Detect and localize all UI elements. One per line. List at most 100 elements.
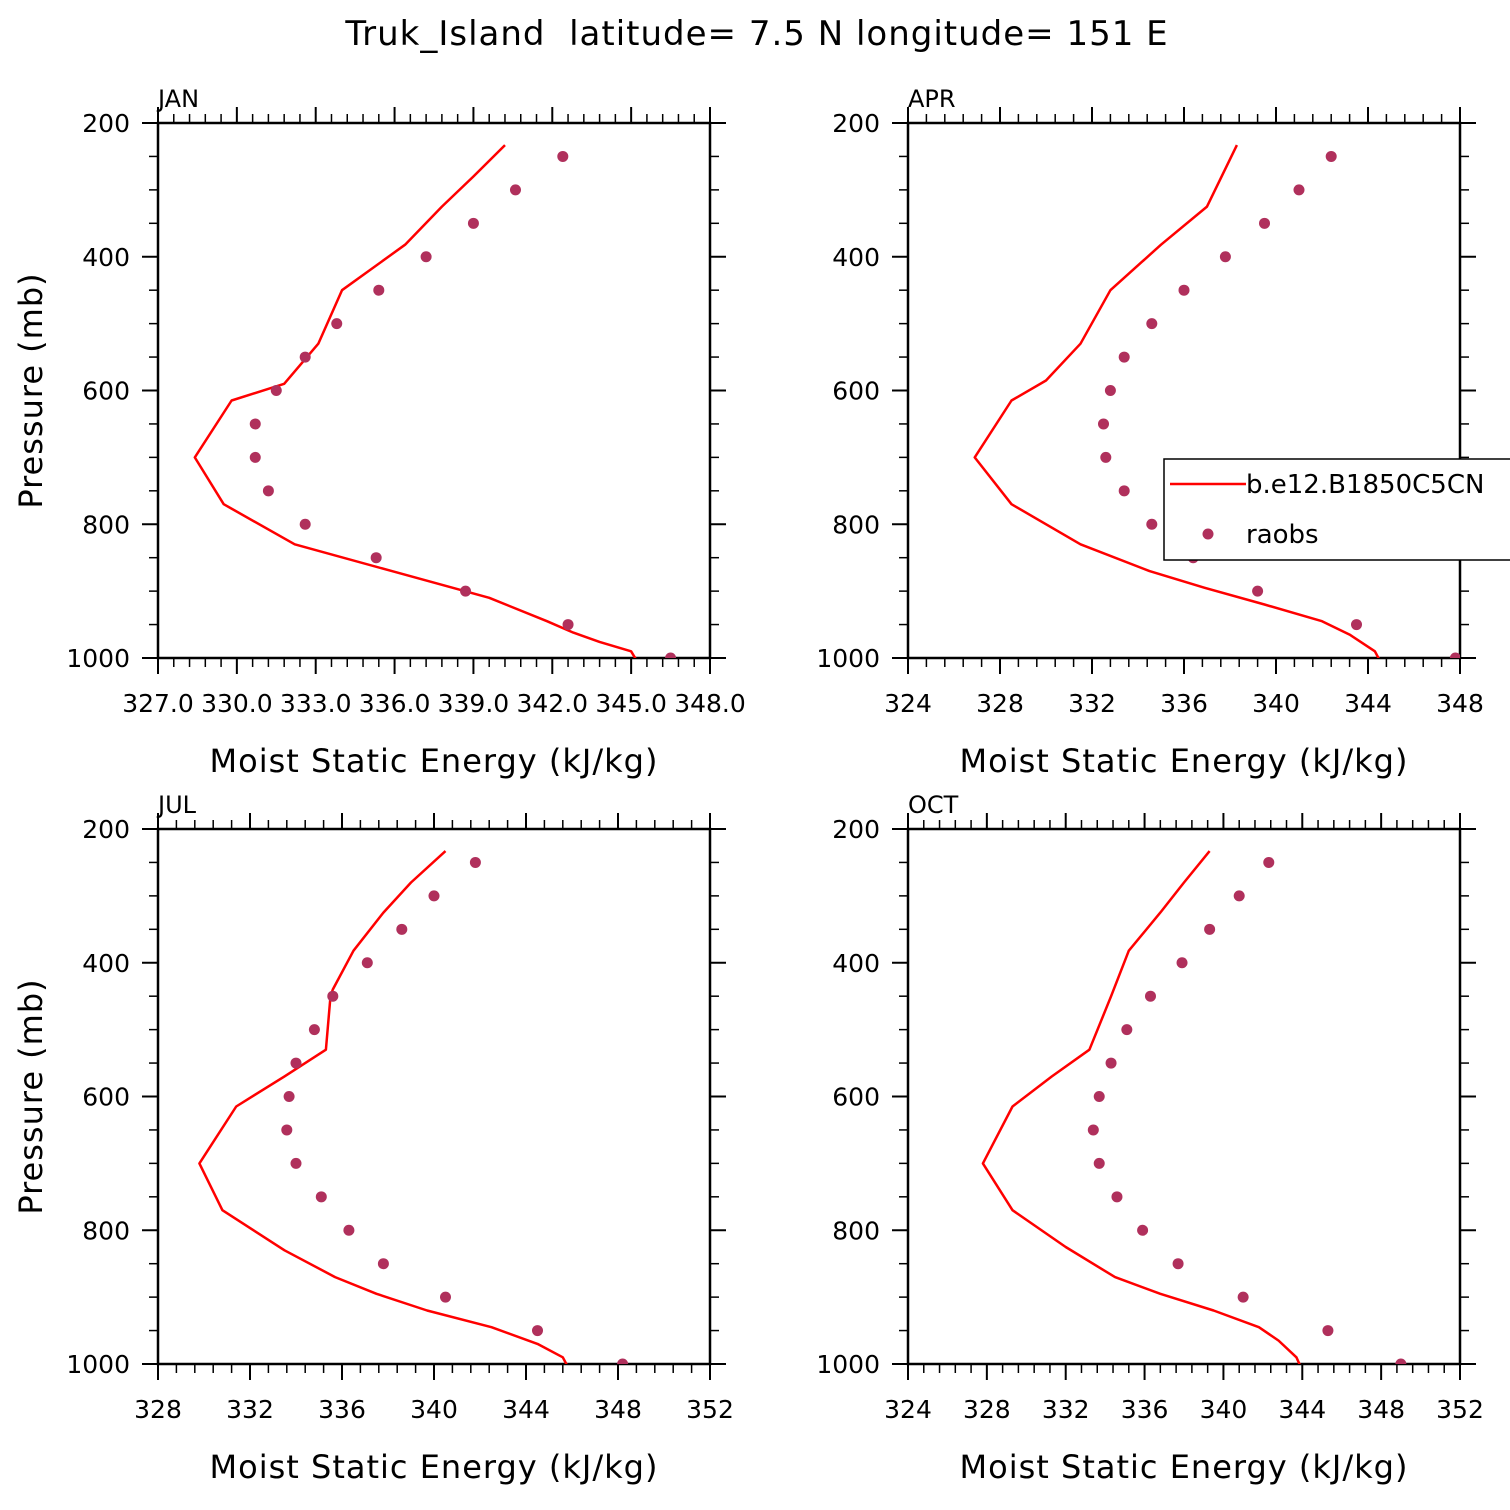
raobs-point: [327, 990, 339, 1002]
data-layer: [973, 144, 1460, 658]
raobs-point: [1178, 284, 1190, 296]
raobs-point: [1204, 923, 1216, 935]
raobs-point: [1351, 619, 1362, 631]
x-tick-label: 342.0: [516, 689, 588, 718]
raobs-point: [290, 1157, 302, 1169]
y-tick-label: 200: [832, 109, 880, 138]
x-tick-label: 336: [1121, 1395, 1169, 1424]
panel-label: JUL: [156, 791, 197, 819]
x-tick-label: 324: [884, 1395, 932, 1424]
y-tick-label: 600: [832, 377, 880, 406]
panel-label: OCT: [908, 791, 959, 819]
x-tick-label: 332: [1042, 1395, 1090, 1424]
panel-jan: 327.0 330.0 333.0 336.0 339.0 342.0 345.0 348.0…: [12, 85, 746, 780]
y-tick-label: 400: [82, 949, 130, 978]
raobs-point: [428, 890, 440, 902]
x-tick-label: 328: [976, 689, 1024, 718]
raobs-point: [281, 1124, 293, 1136]
raobs-point: [617, 1358, 629, 1364]
raobs-point: [1237, 1291, 1249, 1303]
raobs-point: [373, 284, 385, 296]
x-tick-label: 327.0: [122, 689, 194, 718]
x-tick-label: 332: [226, 1395, 274, 1424]
plot-frame: [156, 121, 712, 660]
raobs-point: [1395, 1358, 1407, 1364]
model-line: [198, 850, 568, 1364]
raobs-point: [249, 451, 261, 463]
panel-label: APR: [908, 85, 956, 113]
x-tick-label: 352: [686, 1395, 734, 1424]
raobs-point: [283, 1091, 295, 1102]
y-axis-title: Pressure (mb): [12, 978, 50, 1214]
x-axis-title: Moist Static Energy (kJ/kg): [210, 742, 659, 780]
raobs-point: [1449, 652, 1460, 658]
raobs-point: [1325, 150, 1337, 162]
x-tick-label: 348: [1357, 1395, 1405, 1424]
raobs-point: [1252, 585, 1264, 597]
raobs-point: [440, 1291, 451, 1303]
plot-frame: [156, 827, 712, 1366]
plot-frame: [906, 827, 1462, 1366]
raobs-point: [396, 923, 408, 935]
raobs-point: [1172, 1258, 1184, 1270]
legend-marker-swatch: [1202, 528, 1214, 540]
raobs-point: [1111, 1191, 1123, 1203]
raobs-point: [1259, 217, 1270, 229]
x-tick-label: 336.0: [359, 689, 431, 718]
y-tick-label: 800: [82, 1216, 130, 1245]
y-tick-label: 200: [832, 815, 880, 844]
raobs-point: [1118, 485, 1130, 497]
raobs-point: [1105, 1057, 1117, 1069]
raobs-point: [370, 552, 382, 564]
y-tick-label: 400: [832, 243, 880, 272]
x-axis-title: Moist Static Energy (kJ/kg): [960, 742, 1409, 780]
y-tick-label: 400: [82, 243, 130, 272]
x-tick-label: 328: [963, 1395, 1011, 1424]
x-tick-label: 344: [502, 1395, 550, 1424]
raobs-point: [1087, 1124, 1099, 1136]
x-tick-label: 333.0: [280, 689, 352, 718]
x-tick-label: 324: [884, 689, 932, 718]
legend-label: b.e12.B1850C5CN: [1246, 470, 1484, 500]
x-tick-label: 330.0: [201, 689, 273, 718]
raobs-point: [343, 1224, 355, 1236]
raobs-point: [1121, 1024, 1133, 1036]
raobs-point: [469, 856, 481, 868]
y-tick-label: 1000: [66, 1350, 130, 1379]
y-tick-label: 600: [82, 377, 130, 406]
y-tick-label: 800: [832, 510, 880, 539]
y-tick-label: 800: [82, 510, 130, 539]
x-axis-title: Moist Static Energy (kJ/kg): [960, 1448, 1409, 1486]
data-layer: [198, 850, 629, 1364]
panel-label: JAN: [156, 85, 199, 113]
raobs-point: [509, 184, 521, 196]
raobs-point: [1098, 418, 1109, 430]
x-tick-label: 340: [1200, 1395, 1248, 1424]
data-layer: [981, 850, 1407, 1364]
raobs-point: [270, 385, 282, 396]
y-tick-label: 600: [82, 1083, 130, 1112]
raobs-point: [532, 1325, 543, 1337]
x-tick-label: 348: [1436, 689, 1484, 718]
raobs-point: [299, 518, 311, 530]
panel-jul: 328 332 336 340 344 348 352 200 400 600 800 1000 JUL…: [12, 791, 734, 1486]
raobs-point: [665, 652, 677, 658]
raobs-point: [377, 1258, 389, 1270]
figure-title: Truk_Island latitude= 7.5 N longitude= 1…: [344, 14, 1168, 54]
x-tick-label: 332: [1068, 689, 1116, 718]
y-tick-label: 800: [832, 1216, 880, 1245]
x-tick-label: 352: [1436, 1395, 1484, 1424]
x-tick-label: 336: [318, 1395, 366, 1424]
y-tick-label: 1000: [816, 644, 880, 673]
raobs-point: [1322, 1325, 1334, 1337]
raobs-point: [1093, 1157, 1105, 1169]
x-tick-label: 328: [134, 1395, 182, 1424]
raobs-point: [562, 619, 574, 631]
raobs-point: [1233, 890, 1245, 902]
raobs-point: [557, 150, 569, 162]
raobs-point: [1144, 990, 1156, 1002]
raobs-point: [420, 251, 432, 263]
x-axis-title: Moist Static Energy (kJ/kg): [210, 1448, 659, 1486]
raobs-point: [249, 418, 261, 430]
x-tick-label: 348: [594, 1395, 642, 1424]
